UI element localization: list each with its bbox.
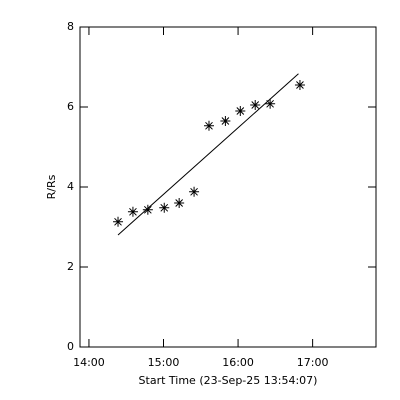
y-axis-label: R/Rs bbox=[45, 174, 58, 199]
asterisk bbox=[203, 120, 214, 131]
point bbox=[265, 98, 276, 109]
asterisk bbox=[265, 98, 276, 109]
point bbox=[142, 204, 153, 215]
asterisk bbox=[127, 206, 138, 217]
asterisk bbox=[113, 216, 124, 227]
y-tick-label: 0 bbox=[67, 340, 74, 353]
point bbox=[294, 80, 305, 90]
plot-frame bbox=[79, 26, 377, 348]
x-tick-label: 15:00 bbox=[148, 356, 180, 369]
point bbox=[250, 100, 261, 110]
asterisk bbox=[294, 80, 305, 90]
point bbox=[220, 116, 231, 126]
point bbox=[235, 106, 246, 116]
point bbox=[159, 202, 170, 213]
point bbox=[203, 120, 214, 131]
asterisk bbox=[220, 116, 231, 126]
asterisk bbox=[250, 100, 261, 110]
asterisk bbox=[142, 204, 153, 215]
point bbox=[127, 206, 138, 217]
fit-line bbox=[117, 73, 299, 236]
point bbox=[174, 198, 185, 208]
point bbox=[189, 186, 200, 197]
x-tick-label: 14:00 bbox=[73, 356, 105, 369]
y-tick-label: 2 bbox=[67, 260, 74, 273]
y-tick-label: 8 bbox=[67, 20, 74, 33]
y-tick-label: 6 bbox=[67, 100, 74, 113]
y-tick-label: 4 bbox=[67, 180, 74, 193]
asterisk bbox=[159, 202, 170, 213]
x-tick-label: 16:00 bbox=[222, 356, 254, 369]
point bbox=[113, 216, 124, 227]
x-tick-label: 17:00 bbox=[297, 356, 329, 369]
asterisk bbox=[189, 186, 200, 197]
x-axis-label: Start Time (23-Sep-25 13:54:07) bbox=[139, 374, 318, 387]
asterisk bbox=[174, 198, 185, 208]
asterisk bbox=[235, 106, 246, 116]
